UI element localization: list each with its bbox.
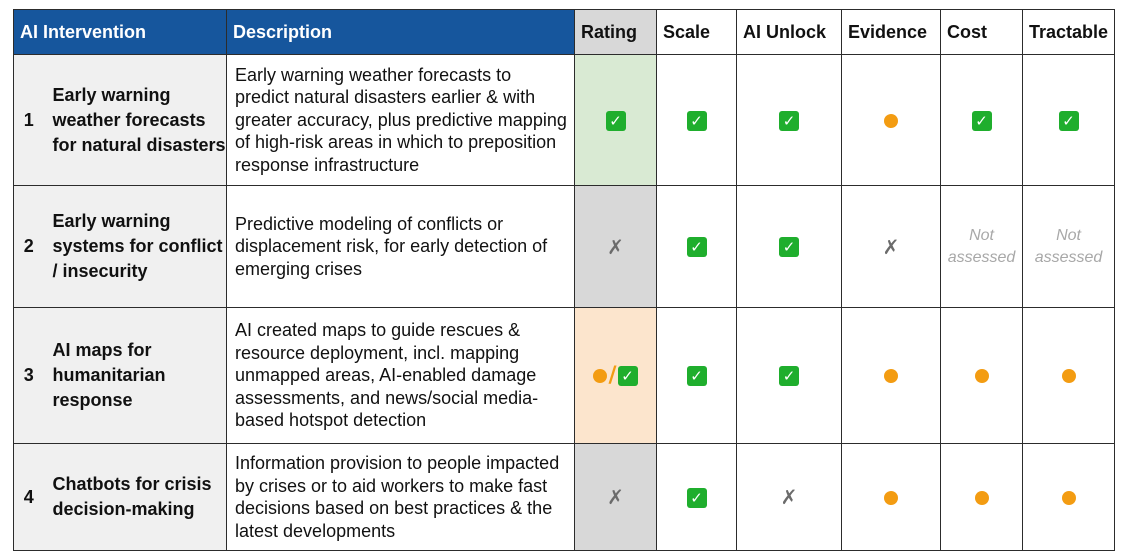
not-assessed-label: Not assessed	[1035, 225, 1103, 269]
rating-cell: / ✓	[574, 307, 658, 444]
not-assessed-label: Not assessed	[948, 225, 1016, 269]
header-evidence: Evidence	[841, 9, 942, 55]
check-icon: ✓	[686, 110, 707, 131]
header-tractable: Tractable	[1022, 9, 1116, 55]
scale-cell: ✓	[656, 443, 738, 551]
evidence-cell: ✗	[841, 185, 942, 308]
cost-cell	[940, 443, 1024, 551]
evidence-cell	[841, 443, 942, 551]
cross-icon: ✗	[882, 234, 900, 259]
header-ai-unlock: AI Unlock	[736, 9, 843, 55]
ai-intervention-table: AI Intervention Description Rating Scale…	[12, 9, 1116, 551]
slash-separator: /	[608, 363, 617, 388]
check-icon: ✓	[971, 110, 992, 131]
intervention-name: Chatbots for crisis decision-making	[43, 443, 228, 551]
intervention-name: Early warning weather forecasts for natu…	[43, 54, 228, 186]
cross-icon: ✗	[607, 234, 624, 259]
not-assessed-line2: assessed	[947, 248, 1016, 266]
header-row: AI Intervention Description Rating Scale…	[12, 9, 1116, 55]
orange-dot-icon	[884, 113, 899, 128]
intervention-description: Information provision to people impacted…	[226, 443, 576, 551]
check-icon: ✓	[686, 237, 707, 258]
intervention-name: Early warning systems for conflict / ins…	[43, 185, 228, 308]
intervention-description: Early warning weather forecasts to predi…	[226, 54, 576, 186]
evidence-cell	[841, 54, 942, 186]
rating-cell: ✗	[574, 185, 658, 308]
rating-cell: ✗	[574, 443, 658, 551]
ai-unlock-cell: ✓	[736, 54, 843, 186]
cost-cell	[940, 307, 1024, 444]
check-icon: ✓	[779, 110, 800, 131]
check-icon: ✓	[605, 110, 626, 131]
tractable-cell: Not assessed	[1022, 185, 1116, 308]
check-icon: ✓	[779, 237, 800, 258]
ai-unlock-cell: ✓	[736, 307, 843, 444]
not-assessed-line1: Not	[969, 226, 994, 244]
orange-dot-icon	[884, 490, 899, 505]
row-number: 4	[13, 443, 44, 551]
check-icon: ✓	[686, 487, 707, 508]
cross-icon: ✗	[780, 485, 798, 509]
cost-cell: Not assessed	[940, 185, 1024, 308]
header-rating: Rating	[574, 9, 658, 55]
header-scale: Scale	[656, 9, 738, 55]
orange-dot-icon	[593, 368, 608, 383]
orange-dot-icon	[974, 490, 989, 505]
check-icon: ✓	[686, 366, 707, 387]
tractable-cell	[1022, 443, 1116, 551]
header-cost: Cost	[940, 9, 1024, 55]
scale-cell: ✓	[656, 185, 738, 308]
table-row: 2 Early warning systems for conflict / i…	[13, 185, 1116, 308]
header-description: Description	[226, 9, 576, 55]
table-row: 3 AI maps for humanitarian response AI c…	[13, 307, 1116, 444]
header-intervention: AI Intervention	[12, 9, 228, 55]
table-row: 4 Chatbots for crisis decision-making In…	[13, 443, 1116, 551]
row-number: 2	[13, 185, 44, 308]
scale-cell: ✓	[656, 54, 738, 186]
assessment-table-container: AI Intervention Description Rating Scale…	[12, 9, 1116, 551]
tractable-cell	[1022, 307, 1116, 444]
cost-cell: ✓	[940, 54, 1024, 186]
not-assessed-line2: assessed	[1034, 248, 1103, 266]
rating-cell: ✓	[574, 54, 658, 186]
cross-icon: ✗	[607, 485, 624, 509]
check-icon: ✓	[779, 366, 800, 387]
row-number: 3	[13, 307, 44, 444]
row-number: 1	[13, 54, 44, 186]
orange-dot-icon	[1061, 369, 1076, 384]
tractable-cell: ✓	[1022, 54, 1116, 186]
orange-dot-icon	[974, 369, 989, 384]
evidence-cell	[841, 307, 942, 444]
scale-cell: ✓	[656, 307, 738, 444]
ai-unlock-cell: ✓	[736, 185, 843, 308]
orange-dot-icon	[1061, 490, 1076, 505]
ai-unlock-cell: ✗	[736, 443, 843, 551]
orange-dot-icon	[884, 369, 899, 384]
table-row: 1 Early warning weather forecasts for na…	[13, 54, 1116, 186]
not-assessed-line1: Not	[1056, 226, 1081, 244]
intervention-name: AI maps for humanitarian response	[43, 307, 228, 444]
check-icon: ✓	[617, 365, 638, 386]
intervention-description: AI created maps to guide rescues & resou…	[226, 307, 576, 444]
intervention-description: Predictive modeling of conflicts or disp…	[226, 185, 576, 308]
check-icon: ✓	[1058, 110, 1079, 131]
